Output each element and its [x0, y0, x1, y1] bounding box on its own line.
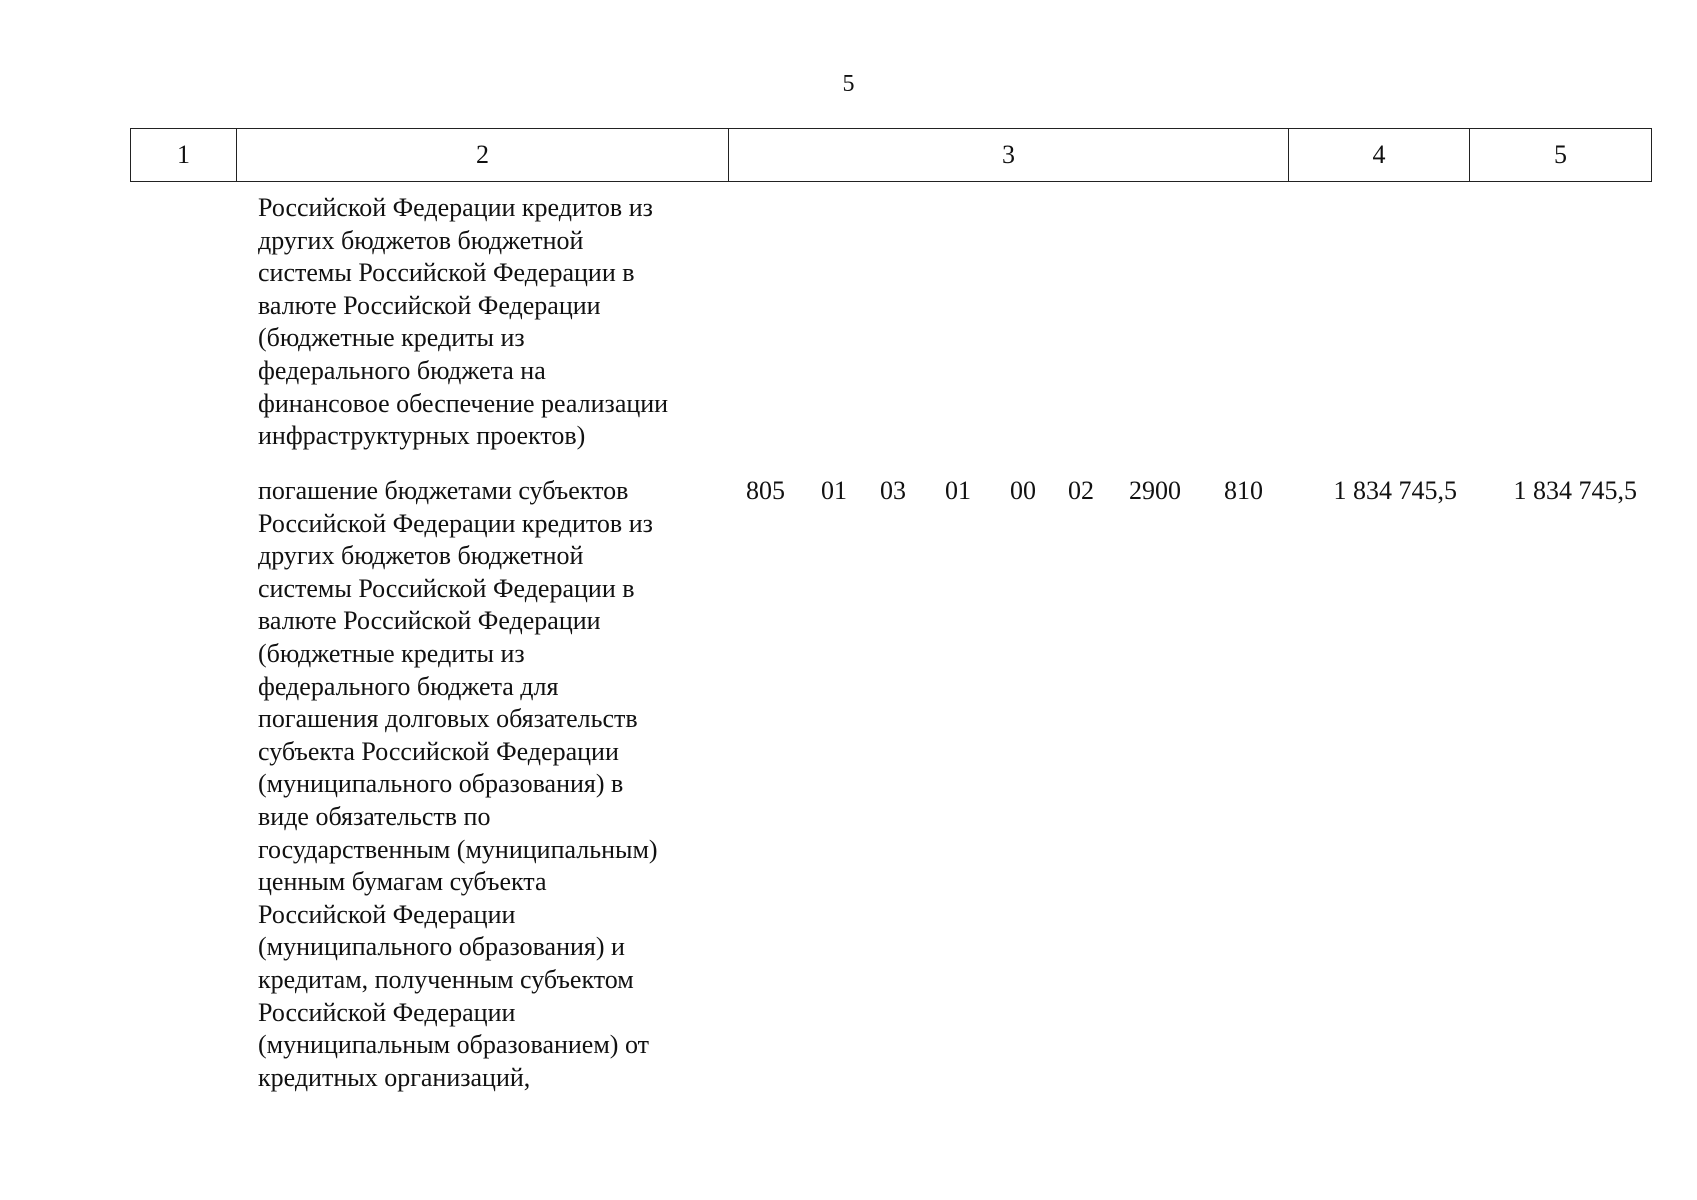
row-2-code-program: 2900: [1129, 476, 1181, 505]
row-2-amount-col4: 1 834 745,5: [1333, 476, 1458, 505]
row-2-code-group: 01: [821, 476, 847, 505]
row-2-description: погашение бюджетами субъектов Российской…: [258, 476, 658, 1092]
row-2-code-element: 02: [1068, 476, 1094, 505]
header-col-5: 5: [1469, 128, 1652, 182]
header-row: 1 2 3 4 5: [130, 128, 1652, 182]
row-1-description: Российской Федерации кредитов из других …: [258, 193, 669, 451]
row-2-code-article: 01: [945, 476, 971, 505]
column-number-header: 1 2 3 4 5: [130, 128, 1652, 182]
row-2-code-admin: 805: [746, 476, 785, 505]
header-col-1: 1: [130, 128, 237, 182]
page-number: 5: [842, 71, 855, 97]
header-col-4: 4: [1288, 128, 1470, 182]
header-col-2: 2: [236, 128, 729, 182]
row-2-code-kosgu: 810: [1224, 476, 1263, 505]
row-2-code-subarticle: 00: [1010, 476, 1036, 505]
header-col-3: 3: [728, 128, 1289, 182]
row-2-amount-col5: 1 834 745,5: [1513, 476, 1638, 505]
row-2-code-subgroup: 03: [880, 476, 906, 505]
